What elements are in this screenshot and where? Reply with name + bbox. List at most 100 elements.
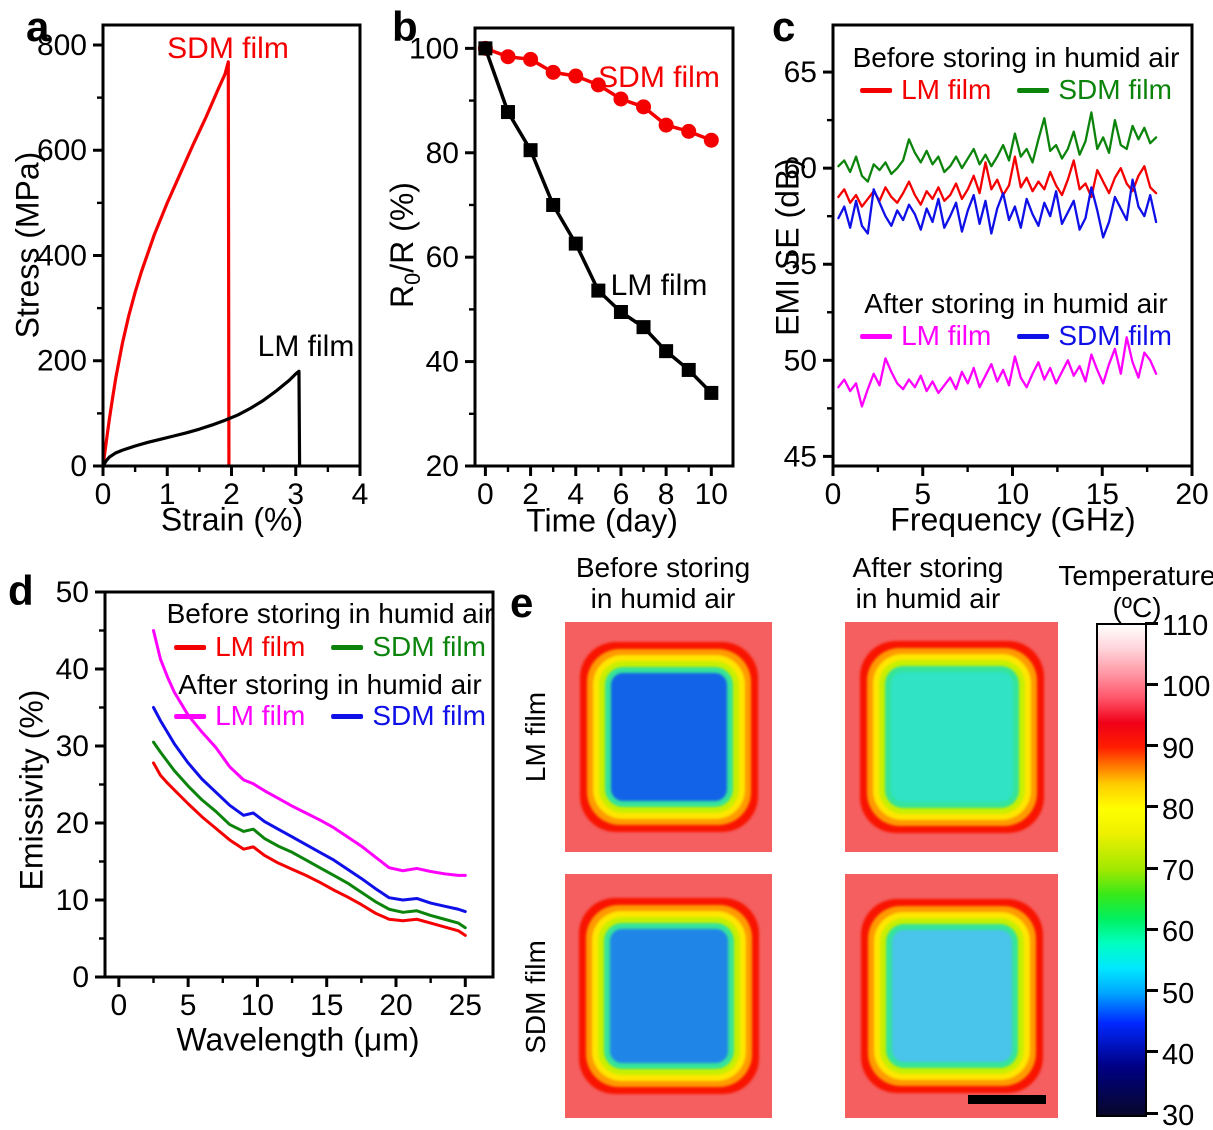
thermal-image-lm-after <box>845 622 1058 852</box>
lm-after-line-swatch <box>860 333 893 339</box>
lm-film-marker <box>546 197 561 212</box>
colorbar-tick-label: 100 <box>1162 671 1211 704</box>
x-tick-label: 4 <box>352 478 369 511</box>
c-x-axis-label: Frequency (GHz) <box>890 501 1136 538</box>
y-tick-label: 40 <box>56 653 89 686</box>
lm-film-marker <box>636 320 651 335</box>
panel-letter-b: b <box>392 3 418 50</box>
a-lm-film-annotation: LM film <box>257 330 355 363</box>
x-tick-label: 6 <box>613 478 630 511</box>
y-tick-label: 80 <box>426 137 459 170</box>
y-tick-label: 0 <box>70 450 87 483</box>
y-tick-label: 50 <box>56 576 89 609</box>
lm-film-before-curve <box>837 155 1158 208</box>
y-tick-label: 60 <box>784 152 817 185</box>
x-tick-label: 8 <box>658 478 675 511</box>
plot-frame <box>473 26 735 468</box>
x-tick-label: 0 <box>111 989 128 1022</box>
resistance-time-chart: 0 2 4 6 8 10 20 40 60 80 100 <box>409 26 735 511</box>
lm-film-marker <box>591 283 606 298</box>
d-legend-sdm-after: SDM film <box>331 700 486 732</box>
sdm-film-marker <box>568 68 584 84</box>
emi-se-frequency-chart: 0 5 10 15 20 45 50 55 60 65 <box>784 23 1209 511</box>
sdm-film-after-curve <box>152 706 467 914</box>
x-tick-label: 2 <box>223 478 240 511</box>
e-col-header-before: Before storing in humid air <box>575 552 751 614</box>
b-y-axis-label: R0/R (%) <box>383 182 426 308</box>
colorbar-tick <box>1145 866 1158 870</box>
colorbar-tick <box>1145 805 1158 809</box>
emissivity-wavelength-chart: 0 5 10 15 20 25 0 10 20 30 40 50 <box>56 576 495 1022</box>
y-tick-label: 65 <box>784 56 817 89</box>
lm-film-marker <box>523 143 538 158</box>
colorbar-tick-label: 110 <box>1162 610 1209 642</box>
panel-letter-c: c <box>772 3 796 50</box>
colorbar-tick-label: 70 <box>1162 855 1195 887</box>
d-legend-sdm-before: SDM film <box>331 631 486 663</box>
sdm-before-line-swatch <box>1017 87 1050 93</box>
y-tick-label: 100 <box>409 32 459 65</box>
e-col-header-after: After storing in humid air <box>852 552 1004 614</box>
temperature-colorbar: 110 100 90 80 70 60 50 40 30 <box>1096 612 1210 1130</box>
sdm-before-line-swatch <box>331 644 364 650</box>
y-tick-label: 50 <box>784 344 817 377</box>
d-legend-before-row: LM film SDM film <box>174 631 486 663</box>
e-row-label-lm-film: LM film <box>520 691 551 783</box>
lm-before-line-swatch <box>860 87 893 93</box>
b-lm-film-annotation: LM film <box>610 269 708 302</box>
y-tick-label: 30 <box>56 730 89 763</box>
y-tick-label: 55 <box>784 248 817 281</box>
sdm-film-before-curve <box>152 740 467 930</box>
y-tick-label: 40 <box>426 346 459 379</box>
colorbar-tick <box>1145 744 1158 747</box>
x-tick-label: 3 <box>287 478 304 511</box>
film-square-lm-after <box>890 672 1013 802</box>
lm-film-after-curve <box>837 336 1158 408</box>
thermal-image-lm-before <box>565 622 772 852</box>
plot-frame <box>101 23 362 468</box>
film-square-sdm-after <box>891 930 1012 1062</box>
x-tick-label: 1 <box>159 478 176 511</box>
x-tick-label: 20 <box>1175 478 1208 511</box>
lm-before-line-swatch <box>174 644 207 650</box>
lm-film-marker <box>704 385 719 400</box>
a-y-axis-label: Stress (MPa) <box>9 151 46 339</box>
lm-film-marker <box>500 105 515 120</box>
e-row-label-sdm-film: SDM film <box>520 940 551 1054</box>
colorbar-tick <box>1145 927 1158 931</box>
y-tick-label: 60 <box>426 241 459 274</box>
colorbar-tick-label: 90 <box>1162 732 1195 765</box>
lm-film-curve <box>103 369 302 466</box>
thermal-image-sdm-after <box>845 874 1058 1118</box>
lm-film-curve <box>483 46 714 395</box>
lm-after-line-swatch <box>174 713 207 719</box>
lm-film-after-curve <box>152 629 467 877</box>
y-tick-label: 20 <box>426 450 459 483</box>
thermal-image-sdm-before <box>565 874 772 1118</box>
lm-film-marker <box>613 304 628 319</box>
a-x-axis-label: Strain (%) <box>160 501 304 538</box>
colorbar-gradient <box>1096 623 1147 1117</box>
film-square-lm-before <box>610 673 727 801</box>
d-legend-before-title: Before storing in humid air <box>166 598 494 629</box>
y-tick-label: 0 <box>72 961 89 994</box>
colorbar-tick-label: 60 <box>1162 916 1195 949</box>
x-tick-label: 25 <box>449 989 482 1022</box>
colorbar-tick-label: 50 <box>1162 977 1195 1010</box>
lm-film-marker <box>568 236 583 251</box>
c-legend-after-title: After storing in humid air <box>864 288 1168 319</box>
d-legend-after-row: LM film SDM film <box>174 700 486 732</box>
colorbar-tick <box>1145 1111 1158 1115</box>
d-x-axis-label: Wavelength (μm) <box>176 1021 420 1058</box>
y-tick-label: 10 <box>56 884 89 917</box>
panel-letter-a: a <box>26 3 50 50</box>
sdm-film-marker <box>681 123 697 139</box>
y-tick-label: 600 <box>37 134 87 167</box>
x-tick-label: 15 <box>1086 478 1119 511</box>
c-legend-before-row: LM film SDM film <box>860 74 1172 106</box>
x-tick-label: 15 <box>310 989 343 1022</box>
c-legend-lm-before: LM film <box>860 74 991 106</box>
d-legend-lm-after: LM film <box>174 700 305 732</box>
x-tick-label: 10 <box>996 478 1029 511</box>
plot-frame <box>831 23 1194 468</box>
